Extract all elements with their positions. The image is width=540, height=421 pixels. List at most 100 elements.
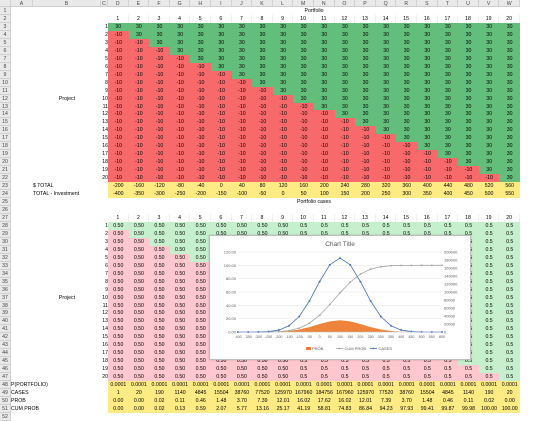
project-number[interactable]: 13 (102, 318, 108, 325)
project-outcome-cell[interactable]: -10 (169, 166, 191, 175)
probability-cell[interactable]: 0.50 (149, 333, 170, 342)
probability-cell[interactable]: 0.50 (190, 229, 211, 238)
project-outcome-cell[interactable]: -10 (272, 134, 294, 143)
project-outcome-cell[interactable]: 30 (458, 142, 479, 151)
probability-cell[interactable]: 0.5 (314, 365, 335, 374)
summary-value[interactable]: 41.19 (293, 405, 314, 413)
project-outcome-cell[interactable]: 30 (458, 78, 479, 87)
project-number[interactable]: 10 (102, 294, 108, 301)
project-outcome-cell[interactable]: 30 (169, 46, 191, 55)
probability-cell[interactable]: 0.5 (417, 365, 438, 374)
project-outcome-cell[interactable]: -10 (128, 70, 150, 79)
probability-cell[interactable]: 0.50 (128, 349, 150, 358)
project-outcome-cell[interactable]: 30 (149, 38, 170, 47)
project-outcome-cell[interactable]: -10 (293, 158, 314, 167)
project-number[interactable]: 11 (102, 103, 108, 110)
probability-cell[interactable]: 0.50 (128, 341, 150, 350)
project-outcome-cell[interactable]: 30 (375, 54, 397, 63)
portfolio-number[interactable]: 12 (335, 213, 356, 222)
probability-cell[interactable]: 0.50 (149, 301, 170, 310)
probability-cell[interactable]: 0.50 (169, 293, 191, 302)
project-outcome-cell[interactable]: 30 (334, 78, 356, 87)
project-outcome-cell[interactable]: -10 (355, 166, 376, 175)
summary-value[interactable]: 0.46 (190, 397, 211, 405)
project-outcome-cell[interactable]: -10 (314, 142, 335, 151)
column-header[interactable]: R (396, 0, 417, 7)
probability-cell[interactable]: 0.50 (149, 245, 170, 254)
project-outcome-cell[interactable]: 30 (458, 38, 479, 47)
project-outcome-cell[interactable]: -10 (190, 134, 211, 143)
project-outcome-cell[interactable]: 30 (314, 30, 335, 39)
project-outcome-cell[interactable]: -10 (190, 102, 211, 111)
row-header[interactable]: 31 (0, 245, 11, 254)
project-outcome-cell[interactable]: 30 (478, 150, 500, 159)
project-outcome-cell[interactable]: 30 (396, 62, 417, 71)
summary-value[interactable]: 4845 (437, 389, 459, 398)
project-outcome-cell[interactable]: -10 (231, 118, 253, 127)
project-outcome-cell[interactable]: -10 (211, 126, 232, 135)
probability-cell[interactable]: 0.5 (478, 229, 500, 238)
summary-value[interactable]: 0.0001 (499, 381, 520, 390)
probability-cell[interactable]: 0.50 (108, 333, 129, 342)
project-outcome-cell[interactable]: 30 (252, 46, 273, 55)
project-outcome-cell[interactable]: 30 (293, 70, 314, 79)
probability-cell[interactable]: 0.50 (128, 269, 150, 278)
probability-cell[interactable]: 0.5 (314, 221, 335, 230)
project-outcome-cell[interactable]: -10 (108, 86, 129, 95)
project-outcome-cell[interactable]: 30 (499, 46, 520, 55)
summary-value[interactable]: 0.02 (149, 397, 170, 405)
summary-value[interactable]: 0.0001 (375, 381, 397, 390)
investment-value[interactable]: -200 (190, 190, 211, 199)
portfolio-number[interactable]: 15 (396, 14, 417, 23)
summary-value[interactable]: 184756 (314, 389, 335, 398)
probability-cell[interactable]: 0.50 (211, 229, 232, 238)
portfolio-number[interactable]: 19 (479, 213, 500, 222)
project-number[interactable]: 16 (102, 143, 108, 150)
project-outcome-cell[interactable]: 30 (211, 38, 232, 47)
project-outcome-cell[interactable]: -10 (252, 94, 273, 103)
project-outcome-cell[interactable]: -10 (272, 150, 294, 159)
row-header[interactable]: 48 (0, 381, 11, 390)
column-header[interactable]: U (458, 0, 479, 7)
project-outcome-cell[interactable]: 30 (355, 22, 376, 31)
project-outcome-cell[interactable]: 30 (314, 62, 335, 71)
portfolio-number[interactable]: 15 (396, 213, 417, 222)
project-outcome-cell[interactable]: -10 (169, 118, 191, 127)
summary-value[interactable]: 0.0001 (355, 381, 376, 390)
project-outcome-cell[interactable]: 30 (314, 46, 335, 55)
probability-cell[interactable]: 0.50 (190, 237, 211, 246)
project-number[interactable]: 17 (102, 350, 108, 357)
project-number[interactable]: 7 (105, 71, 108, 78)
summary-value[interactable]: 15504 (211, 389, 232, 398)
probability-cell[interactable]: 0.50 (211, 365, 232, 374)
project-outcome-cell[interactable]: -10 (149, 158, 170, 167)
total-value[interactable]: 200 (314, 182, 335, 191)
probability-cell[interactable]: 0.50 (108, 341, 129, 350)
probability-cell[interactable]: 0.5 (478, 285, 500, 294)
project-outcome-cell[interactable]: -10 (128, 134, 150, 143)
summary-value[interactable]: 4845 (190, 389, 211, 398)
project-outcome-cell[interactable]: 30 (231, 46, 253, 55)
probability-cell[interactable]: 0.5 (499, 277, 520, 286)
probability-cell[interactable]: 0.5 (375, 221, 397, 230)
project-outcome-cell[interactable]: -10 (149, 118, 170, 127)
row-header[interactable]: 25 (0, 198, 11, 206)
project-outcome-cell[interactable]: 30 (499, 62, 520, 71)
probability-cell[interactable]: 0.5 (478, 333, 500, 342)
project-outcome-cell[interactable]: -10 (252, 102, 273, 111)
column-header[interactable]: F (149, 0, 170, 7)
project-outcome-cell[interactable]: 30 (478, 94, 500, 103)
project-outcome-cell[interactable]: -10 (190, 150, 211, 159)
probability-cell[interactable]: 0.50 (169, 373, 191, 382)
total-value[interactable]: -120 (149, 182, 170, 191)
project-outcome-cell[interactable]: 30 (499, 166, 520, 175)
summary-value[interactable]: 0.0001 (108, 381, 129, 390)
probability-cell[interactable]: 0.50 (128, 365, 150, 374)
project-outcome-cell[interactable]: -10 (108, 142, 129, 151)
total-value[interactable]: 520 (478, 182, 500, 191)
project-outcome-cell[interactable]: -10 (149, 174, 170, 183)
project-outcome-cell[interactable]: -10 (128, 142, 150, 151)
project-outcome-cell[interactable]: -10 (355, 142, 376, 151)
project-outcome-cell[interactable]: -10 (396, 174, 417, 183)
project-outcome-cell[interactable]: 30 (499, 150, 520, 159)
